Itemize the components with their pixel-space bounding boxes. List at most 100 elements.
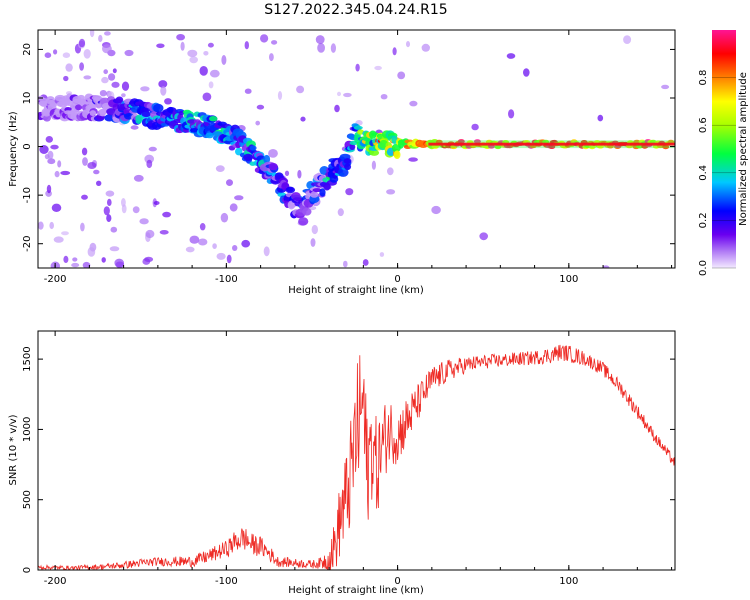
spectrogram-ridge-blob [235,147,243,156]
spectrogram-noise-blob [72,257,78,262]
snr-frame [37,330,676,571]
spectrogram-noise-blob [96,180,102,186]
spectrogram-ridge-blob [298,217,309,226]
spectrogram-ridge-blob [473,139,481,144]
spectrogram-noise-blob [159,230,169,235]
spectrogram-noise-blob [62,52,71,58]
spectrogram-noise-blob [121,204,127,214]
colorbar-tick-label: 0.0 [698,260,709,276]
snr-xtick-label: 100 [559,576,578,587]
spectrogram-noise-blob [602,265,610,268]
spectrogram-noise-blob [296,85,305,94]
spectrogram-noise-blob [156,43,165,49]
spectrogram-ridge-blob [312,188,322,193]
spectrogram-noise-blob [60,170,71,176]
snr-ytick-label: 500 [22,490,33,509]
spectrogram-noise-blob [78,38,86,48]
spectrogram-noise-blob [148,146,157,152]
spectrogram-noise-blob [121,81,130,91]
spectrogram-noise-blob [108,73,116,81]
spectrogram-ridge-blob [369,149,380,156]
spectrogram-noise-blob [207,42,214,48]
spectrogram-noise-blob [199,223,206,231]
spectrogram-noise-blob [83,49,91,59]
colorbar-tick-label: 0.4 [698,165,709,181]
spectrogram-noise-blob [387,167,394,176]
spectrogram-noise-blob [330,43,336,53]
spectrogram-noise-blob [45,136,53,143]
spectrogram-noise-blob [479,232,489,241]
snr-ytick-label: 0 [22,567,33,573]
spectrogram-noise-blob [226,254,232,264]
spectrogram-noise-blob [98,34,103,43]
spectrogram-ridge-blob [588,144,596,150]
spectrogram-noise-blob [661,84,670,90]
spectrogram-ridge-blob [353,125,363,130]
spectrogram-ridge-blob [209,116,218,122]
spectrogram-noise-blob [508,109,515,119]
spectrogram-noise-blob [164,98,172,105]
spectrogram-frame [37,29,676,269]
spectrogram-xtick-label: -100 [215,274,238,285]
spectrogram-ridge-blob [205,132,214,139]
spectrogram-noise-blob [187,49,198,58]
spectrogram-noise-blob [343,260,348,268]
spectrogram-noise-blob [379,252,385,257]
spectrogram-ridge-blob [243,153,254,161]
spectrogram-noise-blob [337,208,344,217]
spectrogram-noise-blob [110,226,118,233]
spectrogram-xtick-label: -200 [44,274,67,285]
spectrogram-flat-band-core [428,142,675,146]
spectrogram-noise-blob [106,214,112,223]
spectrogram-ytick-label: 20 [22,43,33,56]
spectrogram-noise-blob [176,34,186,41]
spectrogram-noise-blob [87,247,96,257]
spectrogram-noise-blob [44,52,52,58]
spectrogram-noise-blob [83,75,92,80]
spectrogram-noise-blob [53,49,58,55]
spectrogram-noise-blob [226,179,233,187]
colorbar-tick-label: 0.6 [698,117,709,133]
spectrogram-noise-blob [153,201,160,205]
spectrogram-noise-blob [199,66,208,76]
spectrogram-noise-blob [162,211,172,218]
spectrogram-heatmap [38,30,675,268]
spectrogram-noise-blob [38,221,44,230]
spectrogram-noise-blob [471,123,479,131]
spectrogram-noise-blob [80,222,85,232]
spectrogram-noise-blob [209,69,220,78]
spectrogram-noise-blob [623,35,632,44]
spectrogram-ridge-blob [343,158,352,164]
spectrogram-ridge-blob [344,163,352,171]
spectrogram-noise-blob [49,221,54,230]
spectrogram-ridge-blob [310,191,319,198]
snr-ytick-label: 1500 [22,346,33,371]
spectrogram-noise-blob [53,236,64,243]
spectrogram-noise-blob [103,206,110,216]
spectrogram-noise-blob [54,170,60,178]
spectrogram-ridge-blob [662,144,670,150]
spectrogram-noise-blob [81,147,88,156]
colorbar-ticks: 0.0 0.2 0.4 0.6 0.8 [698,70,736,276]
spectrogram-ridge-blob [141,111,151,118]
spectrogram-xlabel: Height of straight line (km) [288,285,424,296]
spectrogram-noise-blob [82,261,91,268]
spectrogram-ridge-blob [89,110,97,117]
spectrogram-ridge-blob [285,186,296,194]
spectrogram-noise-blob [297,169,302,179]
spectrogram-noise-blob [145,229,155,239]
spectrogram-ridge-blob [319,188,326,197]
spectrogram-noise-blob [406,41,410,48]
spectrogram-ridge-blob [457,139,465,144]
spectrogram-noise-blob [202,92,212,102]
spectrogram-noise-blob [355,63,360,72]
spectrogram-ridge-blob [268,162,278,171]
spectrogram-noise-blob [208,81,214,89]
spectrogram-noise-blob [142,258,151,265]
spectrogram-noise-blob [300,116,306,122]
snr-ytick-label: 1000 [22,417,33,442]
spectrogram-noise-blob [46,184,52,194]
spectrogram-noise-blob [597,114,604,122]
